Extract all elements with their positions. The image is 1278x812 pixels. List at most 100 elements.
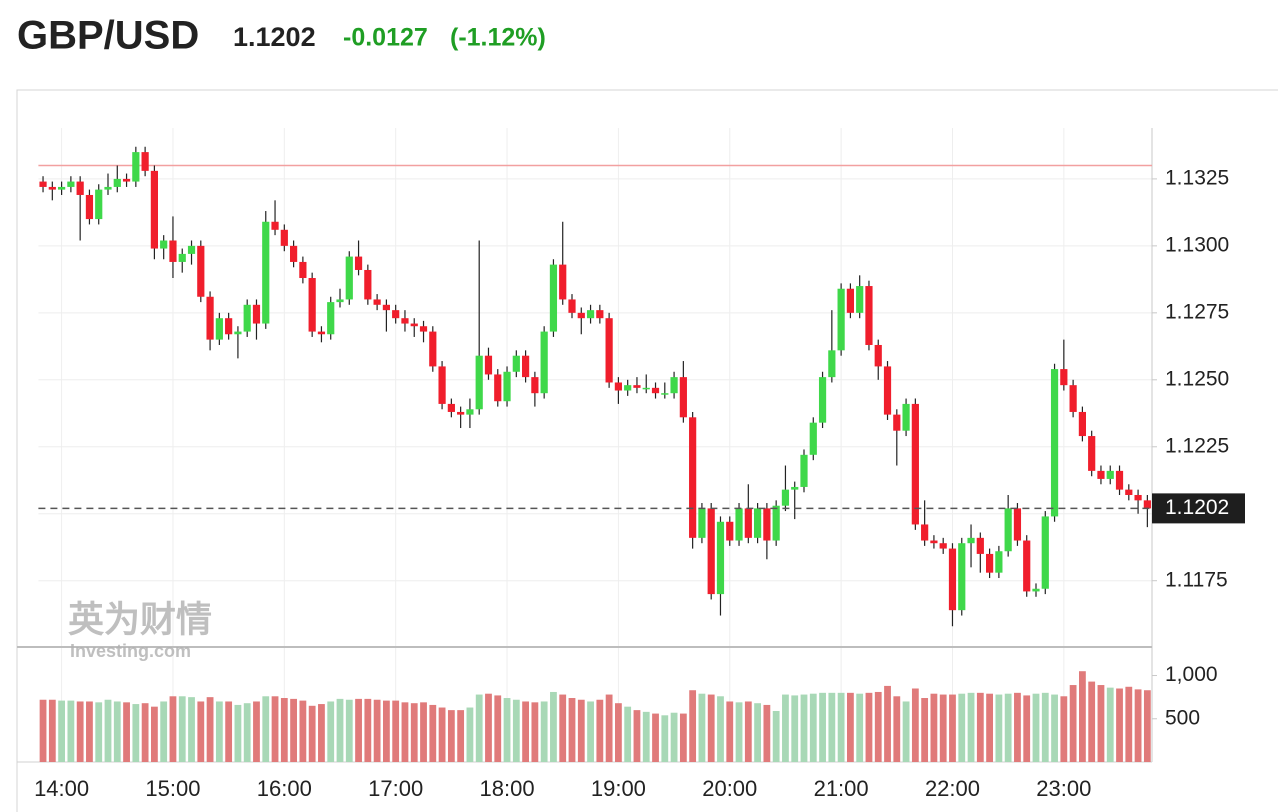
x-tick-label: 23:00 [1036,776,1091,801]
volume-bar [624,706,632,762]
candle-body [958,543,966,611]
volume-bar [420,702,427,762]
candle-body [856,286,864,313]
volume-bar [1097,685,1105,762]
volume-bar [735,702,743,762]
x-tick-label: 22:00 [925,776,980,801]
volume-bar [160,701,168,762]
candle-body [531,377,539,394]
candle-body [1134,494,1142,501]
y-tick-label: 1.1225 [1165,434,1229,457]
candle-body [484,355,493,375]
volume-bar [58,700,65,762]
volume-bar [902,701,910,762]
volume-bar [763,704,771,762]
volume-bar [642,711,650,762]
candle-body [475,355,483,410]
candle-body [447,403,455,412]
volume-bar [587,701,594,762]
volume-bar [679,713,687,762]
volume-bar [429,704,437,762]
candle-body [345,256,353,300]
volume-bar [290,698,297,762]
candle-body [122,178,131,182]
candle-body [39,181,47,187]
candle-body [976,537,984,554]
candle-body [58,186,66,190]
volume-bar [466,707,474,762]
volume-bar [383,700,390,762]
y-tick-label: 1.1250 [1165,367,1229,390]
volume-bar [884,685,891,762]
volume-bar [197,701,205,762]
candle-body [392,310,400,319]
candle-body [995,551,1003,573]
candle-body [605,318,613,383]
volume-bar [652,713,659,762]
volume-bar [605,694,613,762]
volume-bar [401,702,409,762]
volume-bar [550,691,557,762]
volume-bar [1125,686,1133,762]
candle-body [67,181,75,187]
volume-bar [911,688,919,762]
candle-body [280,229,288,246]
price: 1.1202 [233,22,316,52]
candle-body [187,245,196,254]
card [16,89,1278,812]
volume-bar [86,701,93,762]
change-pct: (-1.12%) [450,24,546,52]
volume-bar [698,693,706,762]
candle-body [262,221,270,324]
volume-bar [151,706,158,762]
candle-body [494,374,502,402]
volume-bar [485,693,492,762]
volume-bar [132,704,140,762]
change: -0.0127 [343,24,428,52]
volume-bar [243,703,251,762]
x-tick-label: 15:00 [145,776,200,801]
volume-bar [717,696,724,762]
candle-body [986,553,994,573]
last-price-label: 1.1202 [1165,496,1229,519]
candle-body [577,312,585,319]
volume-bar [782,694,789,762]
candle-body [1041,516,1049,589]
candle-body [419,326,428,332]
volume-bar [995,694,1003,762]
candle-body [586,310,595,319]
candle-body [735,508,743,541]
candle-body [252,304,261,324]
volume-bar [809,693,817,762]
candle-body [104,186,112,190]
candle-body [382,304,390,311]
candle-body [457,411,465,415]
x-tick-label: 17:00 [368,776,423,801]
candle-body [1069,385,1077,412]
volume-bar [615,703,622,762]
candle-body [290,245,298,262]
candle-body [215,318,223,340]
candle-body [1004,508,1012,552]
candle-body [642,387,650,390]
candle-body [633,385,641,388]
candle-body [466,409,474,415]
candle-body [698,508,706,538]
candle-body [150,170,158,249]
candle-body [540,331,548,394]
candle-body [512,355,520,372]
volume-bar [169,696,177,762]
volume-bar [234,704,242,762]
watermark-en: Investing.com [70,641,191,661]
volume-bar [1014,692,1021,762]
candle-body [911,403,919,525]
volume-bar [67,700,75,762]
candle-body [726,521,734,541]
volume-bar [633,710,641,762]
volume-bar [828,692,836,762]
volume-bar [800,694,808,762]
symbol: GBP/USD [17,14,199,58]
volume-bar [447,710,455,762]
volume-bar [475,694,483,762]
volume-tick-label: 1,000 [1165,663,1218,686]
